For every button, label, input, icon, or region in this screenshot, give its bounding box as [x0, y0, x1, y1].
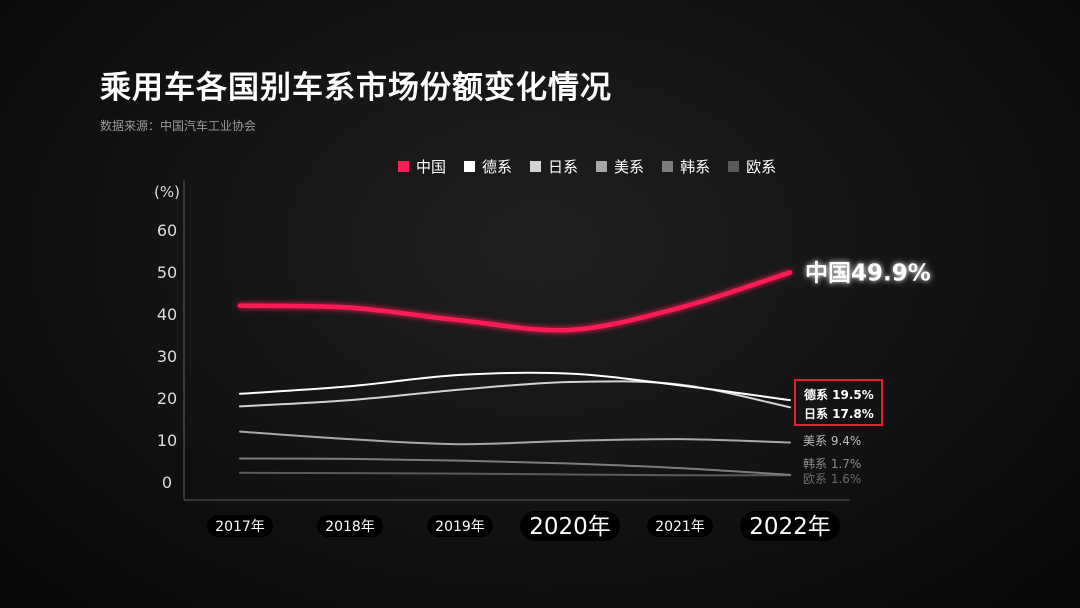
end-label-japan: 日系 17.8% [804, 407, 874, 421]
y-tick-label: 60 [157, 221, 177, 240]
x-tick-pill [520, 511, 620, 541]
x-tick-pill [740, 511, 840, 541]
x-tick-label: 2019年 [435, 519, 485, 535]
x-tick-label: 2021年 [655, 519, 705, 535]
legend-label: 中国 [416, 158, 447, 176]
legend-label: 美系 [614, 158, 645, 176]
highlight-annotation-box: 德系 19.5% 日系 17.8% [794, 379, 883, 426]
legend-item-germany: 德系 [464, 156, 512, 177]
y-tick-label: 50 [157, 263, 177, 282]
end-label-usa: 美系 9.4% [803, 434, 861, 448]
y-tick-label: 20 [157, 389, 177, 408]
series-line-1 [239, 371, 791, 402]
x-tick-label: 2017年 [215, 519, 265, 535]
series-line-3 [239, 430, 791, 446]
end-label-germany: 德系 19.5% [804, 388, 874, 402]
legend-item-usa: 美系 [596, 156, 644, 177]
y-tick-label: 30 [157, 347, 177, 366]
legend-item-korea: 韩系 [662, 156, 710, 177]
x-tick-label: 2020年 [529, 514, 611, 540]
data-source: 数据来源：中国汽车工业协会 [100, 119, 257, 133]
legend-swatch [464, 161, 476, 172]
x-tick-pill [647, 515, 713, 537]
legend-label: 德系 [482, 158, 513, 176]
x-tick-label: 2018年 [325, 519, 375, 535]
x-tick-pill [317, 515, 383, 537]
y-tick-label: 40 [157, 305, 177, 324]
legend-item-japan: 日系 [530, 156, 578, 177]
legend-label: 日系 [548, 158, 579, 176]
series-line-0 [237, 270, 793, 333]
legend-swatch [728, 161, 740, 172]
y-tick-label: 0 [162, 473, 172, 492]
x-tick-pill [427, 515, 493, 537]
legend-label: 欧系 [746, 158, 777, 176]
series-line-4 [239, 457, 791, 476]
legend-label: 韩系 [680, 158, 711, 176]
end-label-china: 中国49.9% [805, 260, 931, 286]
legend-item-europe: 欧系 [728, 156, 776, 177]
y-tick-label: 10 [157, 431, 177, 450]
legend-swatch [398, 161, 409, 172]
legend-swatch [596, 161, 608, 172]
end-label-europe: 欧系 1.6% [803, 472, 861, 486]
legend-swatch [530, 161, 542, 172]
end-label-korea: 韩系 1.7% [803, 456, 861, 471]
series-line-5 [239, 471, 791, 477]
legend: 中国 德系 日系 美系 韩系 欧系 [398, 156, 776, 177]
y-axis-label: (%) [154, 183, 180, 201]
legend-item-china: 中国 [398, 156, 446, 177]
x-tick-pill [207, 515, 273, 537]
chart-title: 乘用车各国别车系市场份额变化情况 [100, 70, 612, 106]
legend-swatch [662, 161, 674, 172]
x-tick-label: 2022年 [749, 514, 831, 540]
series-line-2 [239, 380, 791, 409]
